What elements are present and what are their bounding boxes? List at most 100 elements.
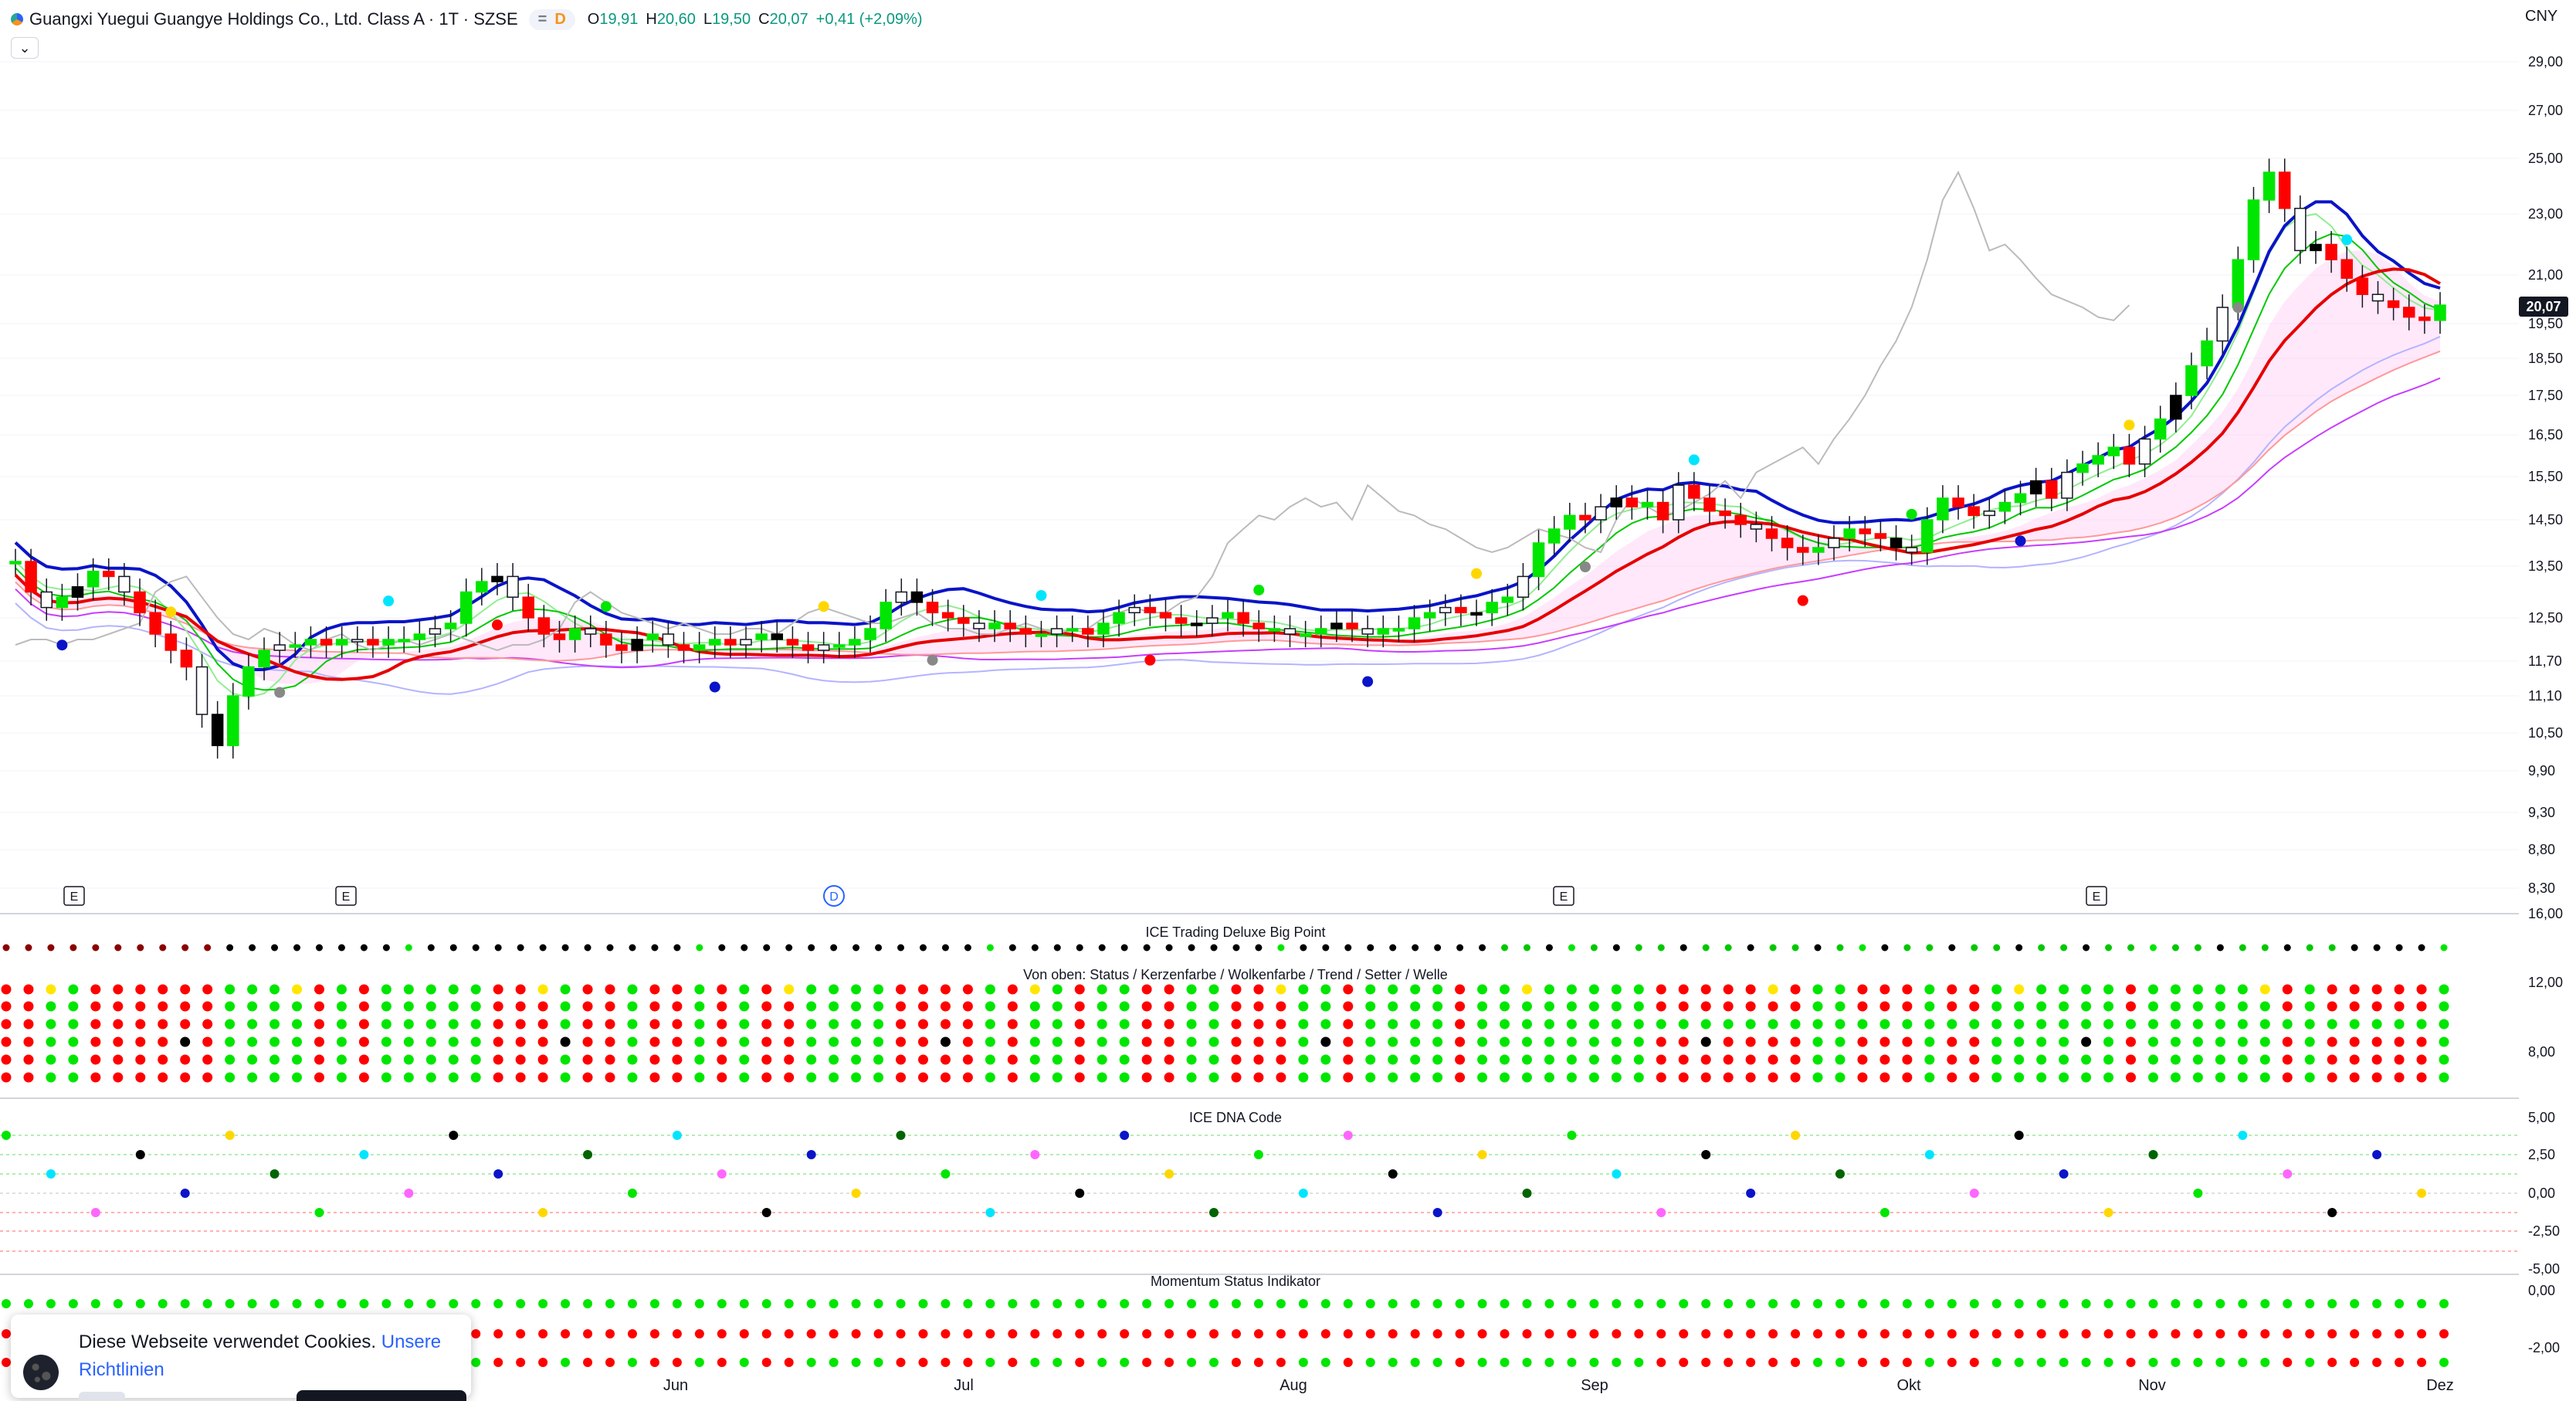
status-dot [1835, 1054, 1846, 1065]
status-dot [1879, 1036, 1890, 1047]
momentum-dot [1857, 1299, 1867, 1308]
event-marker[interactable]: E [63, 886, 85, 906]
status-dot [68, 1054, 79, 1065]
bigpoint-dot [1389, 944, 1397, 952]
momentum-dot [1791, 1329, 1801, 1338]
momentum-dot [761, 1299, 771, 1308]
bigpoint-dot [651, 944, 659, 952]
status-dot [202, 984, 213, 995]
momentum-dot [1813, 1358, 1823, 1367]
status-dot [537, 1001, 548, 1012]
status-dot [1208, 1036, 1219, 1047]
cookie-policy-link[interactable]: Unsere Richtlinien [79, 1331, 442, 1380]
status-dot [1768, 1019, 1778, 1030]
status-dot [962, 1072, 973, 1083]
status-dot [68, 984, 79, 995]
status-dot [940, 1036, 951, 1047]
status-dot [1768, 1072, 1778, 1083]
event-marker[interactable]: E [1553, 886, 1574, 906]
symbol-title[interactable]: Guangxi Yuegui Guangye Holdings Co., Ltd… [29, 9, 518, 29]
bigpoint-dot [382, 944, 390, 952]
momentum-dot [896, 1358, 906, 1367]
bigpoint-dot [1412, 944, 1419, 952]
momentum-dot [158, 1299, 168, 1308]
status-dot [784, 1036, 795, 1047]
status-dot [403, 1019, 414, 1030]
signal-dot [2124, 419, 2135, 431]
bigpoint-dot [1322, 944, 1330, 952]
status-dot [649, 1019, 660, 1030]
momentum-dot [2238, 1358, 2248, 1367]
event-marker[interactable]: D [823, 885, 845, 907]
candle-body [1750, 524, 1763, 530]
status-dot [694, 1036, 705, 1047]
candle-body [1190, 622, 1203, 626]
candle-body [2402, 307, 2415, 318]
event-marker-label: D [829, 890, 839, 904]
candle-body [1781, 538, 1794, 548]
bigpoint-dot [337, 944, 345, 952]
bigpoint-dot [1545, 944, 1553, 952]
bigpoint-dot [1568, 944, 1575, 952]
status-dot [2014, 984, 2025, 995]
candle-body [553, 633, 566, 640]
bigpoint-dot [449, 944, 457, 952]
status-dot [896, 1036, 907, 1047]
status-dot [2416, 1019, 2427, 1030]
event-marker[interactable]: E [2086, 886, 2107, 906]
dna-dot [1924, 1150, 1934, 1159]
bigpoint-dot [1524, 944, 1531, 952]
momentum-dot [784, 1329, 794, 1338]
status-dot [515, 1036, 526, 1047]
currency-selector[interactable]: CNY [2525, 8, 2558, 25]
status-dot [1790, 1019, 1801, 1030]
dna-dot [1746, 1189, 1756, 1198]
status-dot [1074, 1019, 1085, 1030]
momentum-dot [2081, 1329, 2091, 1338]
status-dot [672, 1072, 683, 1083]
status-dot [1522, 1036, 1533, 1047]
bigpoint-dot [2418, 944, 2425, 952]
status-dot [1812, 984, 1823, 995]
event-marker[interactable]: E [335, 886, 357, 906]
bigpoint-dot [941, 944, 949, 952]
time-axis[interactable]: Jun Jul Aug Sep Okt Nov Dez [663, 1377, 2454, 1394]
momentum-dot [2327, 1358, 2337, 1367]
momentum-dot [2193, 1358, 2203, 1367]
collapse-legend-button[interactable]: ⌄ [11, 37, 39, 59]
momentum-dot [1902, 1329, 1912, 1338]
status-dot [68, 1001, 79, 1012]
status-dot [806, 1054, 817, 1065]
status-dot [2327, 1019, 2337, 1030]
candle-body [1283, 628, 1296, 635]
status-dot [962, 1054, 973, 1065]
status-dot [896, 1019, 907, 1030]
status-dot [1633, 984, 1644, 995]
status-dot [1388, 1054, 1398, 1065]
momentum-dot [1768, 1299, 1778, 1308]
candle-body [2216, 307, 2229, 342]
slow-line [15, 377, 2441, 669]
status-dot [1656, 1001, 1666, 1012]
cookie-accept-button[interactable] [297, 1390, 466, 1401]
momentum-dot [2238, 1299, 2248, 1308]
status-dot [2215, 1036, 2225, 1047]
status-pill[interactable]: = D [528, 8, 575, 30]
status-dot [2147, 1019, 2158, 1030]
momentum-dot [2148, 1299, 2158, 1308]
momentum-dot [1365, 1358, 1375, 1367]
price-axis[interactable]: 29,00 27,00 25,00 23,00 21,00 19,50 18,50 17,50… [2528, 54, 2563, 896]
status-dot [1231, 1019, 1242, 1030]
bigpoint-dot [2306, 944, 2313, 952]
momentum-dot [2, 1329, 11, 1338]
candle-body [476, 581, 488, 593]
status-dot [962, 984, 973, 995]
momentum-dot [516, 1358, 526, 1367]
status-dot [1588, 1036, 1599, 1047]
cookie-icon[interactable] [23, 1355, 59, 1390]
cookie-settings-button[interactable] [79, 1392, 125, 1399]
dna-dot [90, 1208, 100, 1217]
status-dot [180, 1001, 191, 1012]
